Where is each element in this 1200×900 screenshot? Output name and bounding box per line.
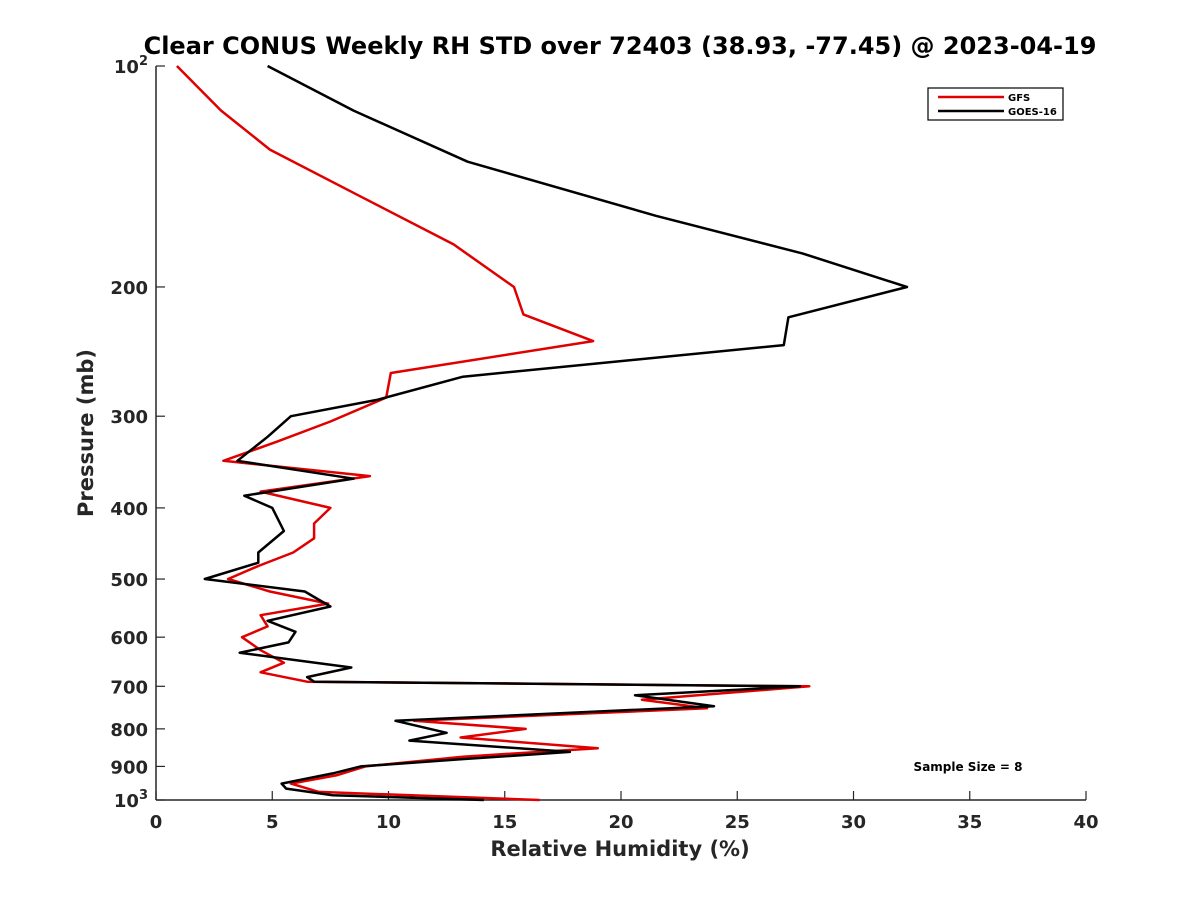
- legend-box: [927, 87, 1064, 121]
- legend: GFS GOES-16: [927, 87, 1064, 121]
- y-tick-label: 500: [110, 570, 148, 591]
- y-axis-label: Pressure (mb): [74, 349, 98, 517]
- x-tick-label: 35: [957, 812, 982, 833]
- chart-title: Clear CONUS Weekly RH STD over 72403 (38…: [144, 32, 1097, 60]
- y-tick-label: 600: [110, 628, 148, 649]
- y-tick-label: 900: [110, 757, 148, 778]
- y-tick-label: 700: [110, 677, 148, 698]
- y-tick-label: 102: [114, 54, 148, 78]
- series-line-gfs: [176, 65, 811, 802]
- x-tick-label: 0: [150, 812, 163, 833]
- x-tick-label: 30: [841, 812, 866, 833]
- x-tick-label: 25: [725, 812, 750, 833]
- x-tick-label: 15: [492, 812, 517, 833]
- y-tick-label: 200: [110, 278, 148, 299]
- legend-label: GFS: [1008, 93, 1030, 104]
- y-tick-label: 300: [110, 407, 148, 428]
- x-tick-label: 20: [608, 812, 633, 833]
- x-tick-label: 5: [266, 812, 279, 833]
- y-tick-label: 400: [110, 499, 148, 520]
- y-tick-label: 103: [114, 788, 148, 812]
- axes: 0 5 10 15 20 25 30 35 40 102 200 300 400 500 600 700 800…: [110, 54, 1098, 833]
- y-tick-label: 800: [110, 720, 148, 741]
- sample-size-annotation: Sample Size = 8: [914, 760, 1023, 774]
- x-tick-label: 10: [376, 812, 401, 833]
- x-axis-label: Relative Humidity (%): [490, 837, 749, 861]
- x-tick-label: 40: [1073, 812, 1098, 833]
- legend-label: GOES-16: [1008, 107, 1057, 118]
- plot-area: [176, 64, 909, 802]
- series-line-goes-16: [203, 64, 909, 802]
